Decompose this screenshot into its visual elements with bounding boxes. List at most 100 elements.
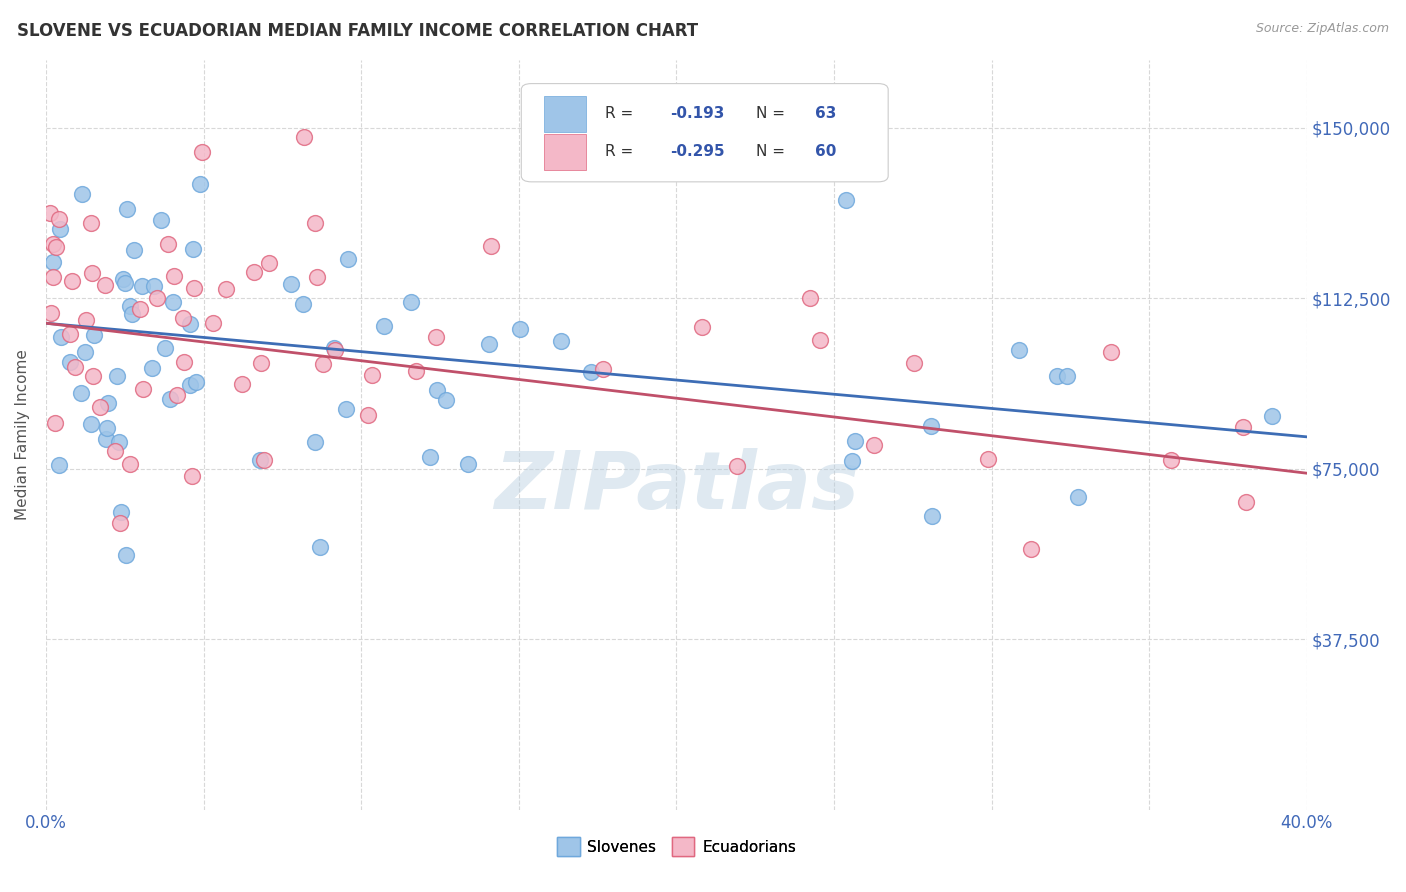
Point xyxy=(60,274,83,288)
Point xyxy=(307,269,329,284)
Point xyxy=(419,450,441,465)
Point xyxy=(69,386,91,401)
Point xyxy=(143,278,166,293)
Point xyxy=(188,178,211,192)
Point xyxy=(202,316,225,330)
Point xyxy=(75,312,97,326)
Point xyxy=(115,548,138,562)
Text: SLOVENE VS ECUADORIAN MEDIAN FAMILY INCOME CORRELATION CHART: SLOVENE VS ECUADORIAN MEDIAN FAMILY INCO… xyxy=(17,22,697,40)
Point xyxy=(162,294,184,309)
Point xyxy=(172,310,194,325)
Point xyxy=(1019,542,1042,557)
Point xyxy=(808,334,831,348)
Point xyxy=(39,205,62,219)
Point xyxy=(920,418,942,433)
Point xyxy=(181,243,204,257)
Point xyxy=(253,452,276,467)
Point xyxy=(215,282,238,296)
Text: Source: ZipAtlas.com: Source: ZipAtlas.com xyxy=(1256,22,1389,36)
Point xyxy=(115,202,138,217)
Point xyxy=(690,319,713,334)
Point xyxy=(361,368,384,383)
Point xyxy=(131,279,153,293)
Point xyxy=(42,255,65,269)
Point xyxy=(105,368,128,383)
Y-axis label: Median Family Income: Median Family Income xyxy=(15,349,30,520)
Point xyxy=(129,301,152,316)
Point xyxy=(59,355,82,369)
Point xyxy=(118,299,141,313)
Point xyxy=(166,387,188,401)
Point xyxy=(122,243,145,257)
FancyBboxPatch shape xyxy=(544,134,585,169)
Point xyxy=(173,355,195,369)
Point xyxy=(322,341,344,355)
Point xyxy=(1232,420,1254,434)
Point xyxy=(145,291,167,305)
Point xyxy=(1234,495,1257,509)
Point xyxy=(96,420,118,434)
Point xyxy=(48,458,70,472)
Point xyxy=(70,187,93,202)
Point xyxy=(399,295,422,310)
Point xyxy=(834,194,856,208)
Point xyxy=(89,400,111,414)
FancyBboxPatch shape xyxy=(522,84,889,182)
Point xyxy=(1067,490,1090,504)
Point xyxy=(49,221,72,235)
Point xyxy=(863,438,886,452)
Point xyxy=(44,416,66,430)
Point xyxy=(80,216,103,230)
Text: N =: N = xyxy=(756,145,790,159)
Point xyxy=(509,322,531,336)
Point xyxy=(280,277,302,291)
Point xyxy=(49,330,72,344)
FancyBboxPatch shape xyxy=(544,95,585,132)
Text: ZIPatlas: ZIPatlas xyxy=(494,448,859,526)
Point xyxy=(45,239,67,253)
Text: 60: 60 xyxy=(815,145,837,159)
Point xyxy=(844,434,866,449)
Point xyxy=(304,434,326,449)
Point xyxy=(42,236,65,251)
Point xyxy=(1008,343,1031,357)
Point xyxy=(80,266,103,280)
Point xyxy=(1046,368,1069,383)
Point xyxy=(132,382,155,396)
Point xyxy=(108,435,131,450)
Point xyxy=(63,359,86,374)
Point xyxy=(149,213,172,227)
Point xyxy=(405,364,427,378)
Point xyxy=(1160,453,1182,467)
Point xyxy=(73,345,96,359)
Point xyxy=(841,454,863,468)
Point xyxy=(592,362,614,376)
Point xyxy=(97,396,120,410)
Point xyxy=(457,457,479,471)
Point xyxy=(179,317,201,331)
Point xyxy=(94,432,117,446)
Point xyxy=(325,343,347,357)
Text: R =: R = xyxy=(605,145,638,159)
Point xyxy=(79,417,101,431)
Point xyxy=(191,145,214,160)
Point xyxy=(1056,369,1078,384)
Point xyxy=(337,252,360,267)
Point xyxy=(426,383,449,397)
Text: -0.193: -0.193 xyxy=(671,106,724,121)
Point xyxy=(249,453,271,467)
Point xyxy=(479,239,502,253)
Point xyxy=(121,308,143,322)
Point xyxy=(243,264,266,278)
Point xyxy=(231,377,253,392)
Point xyxy=(581,365,603,379)
Point xyxy=(335,401,357,416)
Point xyxy=(181,469,204,483)
Point xyxy=(153,341,176,355)
Point xyxy=(292,129,315,144)
Text: 63: 63 xyxy=(815,106,837,121)
Point xyxy=(903,356,925,370)
Point xyxy=(110,505,132,519)
Text: R =: R = xyxy=(605,106,638,121)
Point xyxy=(114,277,136,291)
